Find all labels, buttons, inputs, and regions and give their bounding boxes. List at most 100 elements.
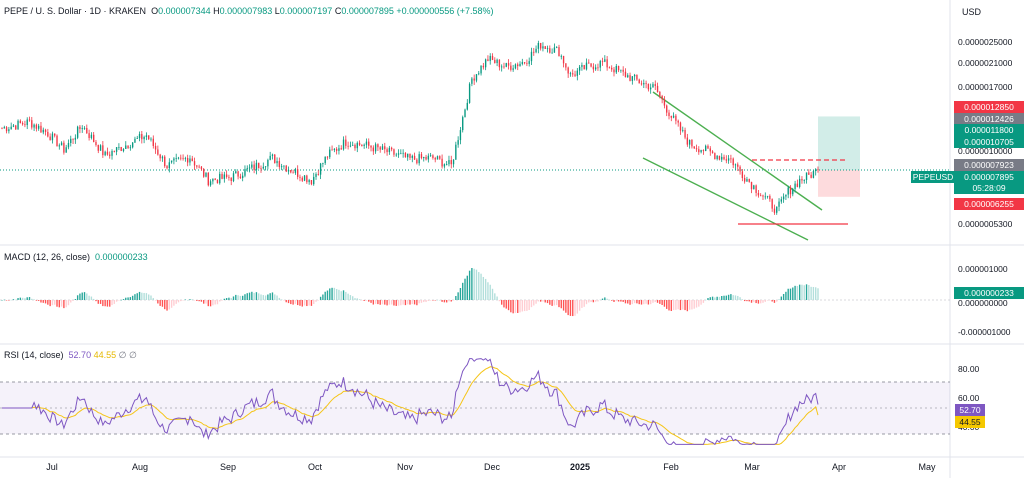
tag-last-price: 0.000007895 bbox=[954, 171, 1024, 183]
macd-histogram-bar bbox=[760, 300, 762, 304]
macd-histogram-bar bbox=[649, 300, 652, 305]
macd-histogram-bar bbox=[81, 292, 83, 300]
macd-histogram-bar bbox=[721, 296, 723, 300]
macd-histogram-bar bbox=[656, 300, 659, 303]
candle-body bbox=[196, 165, 198, 167]
close-value: 0.000007895 bbox=[341, 6, 394, 16]
macd-histogram-bar bbox=[393, 300, 395, 306]
candle-body bbox=[638, 79, 640, 84]
macd-histogram-bar bbox=[730, 294, 732, 300]
macd-histogram-bar bbox=[503, 300, 505, 308]
macd-histogram-bar bbox=[134, 294, 136, 300]
macd-histogram-bar bbox=[379, 300, 381, 305]
candle-body bbox=[159, 154, 161, 159]
candle-body bbox=[427, 155, 430, 160]
macd-histogram-bar bbox=[528, 300, 530, 310]
macd-histogram-bar bbox=[808, 285, 810, 300]
macd-histogram-bar bbox=[631, 300, 634, 305]
candle-body bbox=[260, 168, 262, 170]
time-tick: Aug bbox=[131, 462, 149, 472]
candle-body bbox=[246, 168, 248, 170]
candle-body bbox=[264, 166, 267, 168]
macd-histogram-bar bbox=[505, 300, 507, 309]
macd-histogram-bar bbox=[565, 300, 567, 313]
candle-body bbox=[184, 158, 187, 159]
candle-body bbox=[530, 51, 533, 62]
macd-histogram-bar bbox=[10, 299, 12, 301]
macd-histogram-bar bbox=[798, 284, 801, 300]
macd-histogram-bar bbox=[44, 300, 47, 304]
macd-histogram-bar bbox=[175, 300, 177, 304]
macd-histogram-bar bbox=[725, 295, 728, 300]
candle-body bbox=[645, 83, 647, 84]
macd-histogram-bar bbox=[585, 300, 588, 305]
macd-histogram-bar bbox=[397, 300, 400, 306]
high-label: H bbox=[213, 6, 220, 16]
low-label: L bbox=[274, 6, 280, 16]
macd-histogram-bar bbox=[489, 284, 491, 300]
candle-body bbox=[588, 62, 590, 64]
macd-histogram-bar bbox=[429, 300, 432, 301]
macd-histogram-bar bbox=[659, 300, 661, 304]
macd-histogram-bar bbox=[755, 300, 757, 304]
macd-histogram-bar bbox=[792, 287, 794, 300]
macd-histogram-bar bbox=[588, 300, 590, 303]
candle-body bbox=[583, 65, 585, 70]
candle-body bbox=[67, 142, 70, 148]
macd-histogram-bar bbox=[95, 300, 97, 302]
close-label: C bbox=[334, 6, 342, 16]
candle-body bbox=[688, 140, 691, 145]
candle-body bbox=[49, 136, 51, 141]
macd-histogram-bar bbox=[507, 300, 510, 311]
candle-body bbox=[663, 99, 666, 106]
candle-body bbox=[58, 145, 60, 147]
macd-histogram-bar bbox=[512, 300, 514, 314]
candle-body bbox=[760, 195, 762, 197]
candle-body bbox=[496, 59, 498, 63]
candle-body bbox=[283, 165, 285, 167]
macd-histogram-bar bbox=[500, 300, 503, 305]
candle-body bbox=[331, 149, 333, 151]
macd-histogram-bar bbox=[652, 300, 654, 303]
macd-histogram-bar bbox=[746, 300, 748, 302]
macd-histogram-bar bbox=[33, 299, 35, 300]
candle-body bbox=[294, 169, 297, 173]
macd-histogram-bar bbox=[191, 299, 193, 300]
candle-body bbox=[576, 70, 579, 76]
candle-body bbox=[161, 156, 164, 159]
currency-label[interactable]: USD bbox=[962, 7, 982, 17]
macd-histogram-bar bbox=[388, 300, 391, 305]
macd-histogram-bar bbox=[423, 300, 425, 303]
macd-histogram-bar bbox=[622, 300, 624, 302]
candle-body bbox=[303, 175, 306, 181]
candle-body bbox=[686, 137, 689, 145]
macd-histogram-bar bbox=[104, 300, 106, 307]
macd-histogram-bar bbox=[693, 300, 695, 309]
candle-body bbox=[656, 85, 659, 93]
macd-histogram-bar bbox=[228, 297, 230, 300]
macd-histogram-bar bbox=[762, 300, 764, 303]
macd-histogram-bar bbox=[83, 292, 86, 300]
candle-body bbox=[544, 46, 546, 50]
candle-body bbox=[97, 144, 99, 151]
macd-histogram-bar bbox=[432, 300, 434, 301]
macd-histogram-bar bbox=[141, 292, 143, 300]
macd-histogram-bar bbox=[72, 300, 74, 301]
candle-body bbox=[691, 140, 693, 147]
candle-body bbox=[374, 144, 377, 152]
candle-body bbox=[670, 116, 672, 118]
macd-histogram-bar bbox=[303, 300, 306, 306]
symbol-tag: PEPEUSD bbox=[911, 171, 955, 183]
macd-histogram-bar bbox=[177, 300, 180, 303]
macd-histogram-bar bbox=[558, 300, 560, 308]
candle-body bbox=[203, 169, 205, 177]
macd-histogram-bar bbox=[611, 300, 613, 301]
macd-histogram-bar bbox=[677, 300, 679, 310]
macd-histogram-bar bbox=[711, 296, 714, 300]
macd-histogram-bar bbox=[698, 300, 700, 307]
macd-histogram-bar bbox=[613, 300, 615, 302]
macd-histogram-bar bbox=[127, 297, 129, 300]
macd-histogram-bar bbox=[333, 287, 336, 300]
candle-body bbox=[615, 66, 617, 73]
